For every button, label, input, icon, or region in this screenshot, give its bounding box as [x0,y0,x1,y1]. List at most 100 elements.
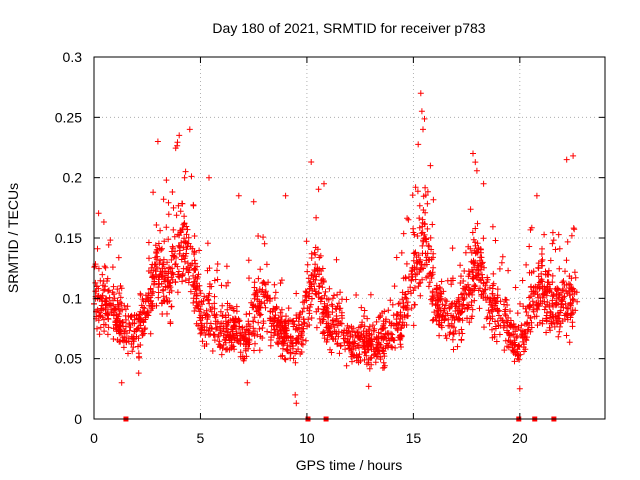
data-point [309,287,316,294]
data-point [183,231,190,238]
data-point [443,335,450,342]
data-point [170,226,177,233]
data-point [337,289,344,296]
y-tick-label: 0.2 [63,170,83,186]
data-point [186,275,193,282]
data-point [324,308,331,315]
data-point [193,280,200,287]
data-point [176,232,183,239]
data-point [263,261,270,268]
data-point [104,278,110,284]
data-point [95,265,102,272]
data-point [339,315,346,322]
data-point [470,236,477,243]
data-point [233,308,240,315]
data-point [424,225,431,232]
outlier-point [118,379,125,386]
data-point [384,330,391,337]
data-point [553,301,560,308]
data-point [475,270,482,277]
data-point [301,298,308,305]
data-point [316,283,323,290]
data-point [156,260,163,266]
data-point [494,292,501,299]
data-point [409,192,416,199]
data-point [463,291,470,298]
data-point [564,238,571,245]
data-point [287,350,294,357]
data-point [211,337,218,344]
data-point [436,332,443,339]
data-point [573,289,580,296]
data-point [494,286,501,293]
data-point [489,326,495,333]
data-point [475,246,482,252]
data-point [467,245,474,252]
data-point [191,257,198,264]
data-point [469,306,476,313]
data-point [313,324,320,331]
data-point [522,346,529,353]
data-point [137,342,144,348]
data-point [157,268,164,275]
data-point [285,305,292,312]
data-point [199,338,206,345]
outlier-point [176,132,183,139]
data-point [472,250,479,257]
data-point [400,230,407,237]
data-point [259,335,266,341]
data-point [412,184,419,191]
data-point [234,337,241,344]
data-point [271,295,278,301]
data-point [260,318,267,325]
data-point [344,338,351,345]
data-point [131,316,138,323]
data-point [110,325,117,332]
data-point [191,251,197,257]
data-point [129,320,136,326]
data-point [143,310,150,317]
data-point [327,331,334,338]
data-point [258,288,265,295]
outlier-point [563,156,570,163]
data-point [536,285,543,292]
data-point [184,226,191,233]
data-point [403,322,410,328]
data-point [330,336,337,343]
data-point [549,272,556,279]
data-point [368,335,375,342]
data-point [210,332,217,339]
data-point [222,314,229,321]
data-point [437,293,444,300]
data-point [298,340,305,347]
data-point [328,349,335,356]
data-point [449,245,456,252]
data-point [416,280,423,287]
data-point [325,314,332,321]
data-point [315,306,322,312]
data-point [202,312,209,319]
y-tick-label: 0.15 [55,230,82,246]
data-point [552,302,559,309]
data-point [211,277,218,284]
data-point [527,301,534,308]
data-point [159,311,166,317]
data-point [204,267,211,274]
data-point [451,300,458,307]
data-point [472,159,479,166]
data-point [524,327,531,334]
data-point [173,254,179,261]
data-point [251,314,258,321]
data-point [501,301,507,308]
data-point [194,275,201,282]
data-point [101,263,108,270]
x-tick-label: 0 [90,430,98,446]
data-point [452,328,459,334]
y-tick-label: 0 [74,411,82,427]
data-point [479,271,485,278]
data-point [459,317,466,324]
data-point [495,322,502,329]
data-point [223,323,230,330]
data-point [159,261,166,268]
data-point [182,277,189,284]
